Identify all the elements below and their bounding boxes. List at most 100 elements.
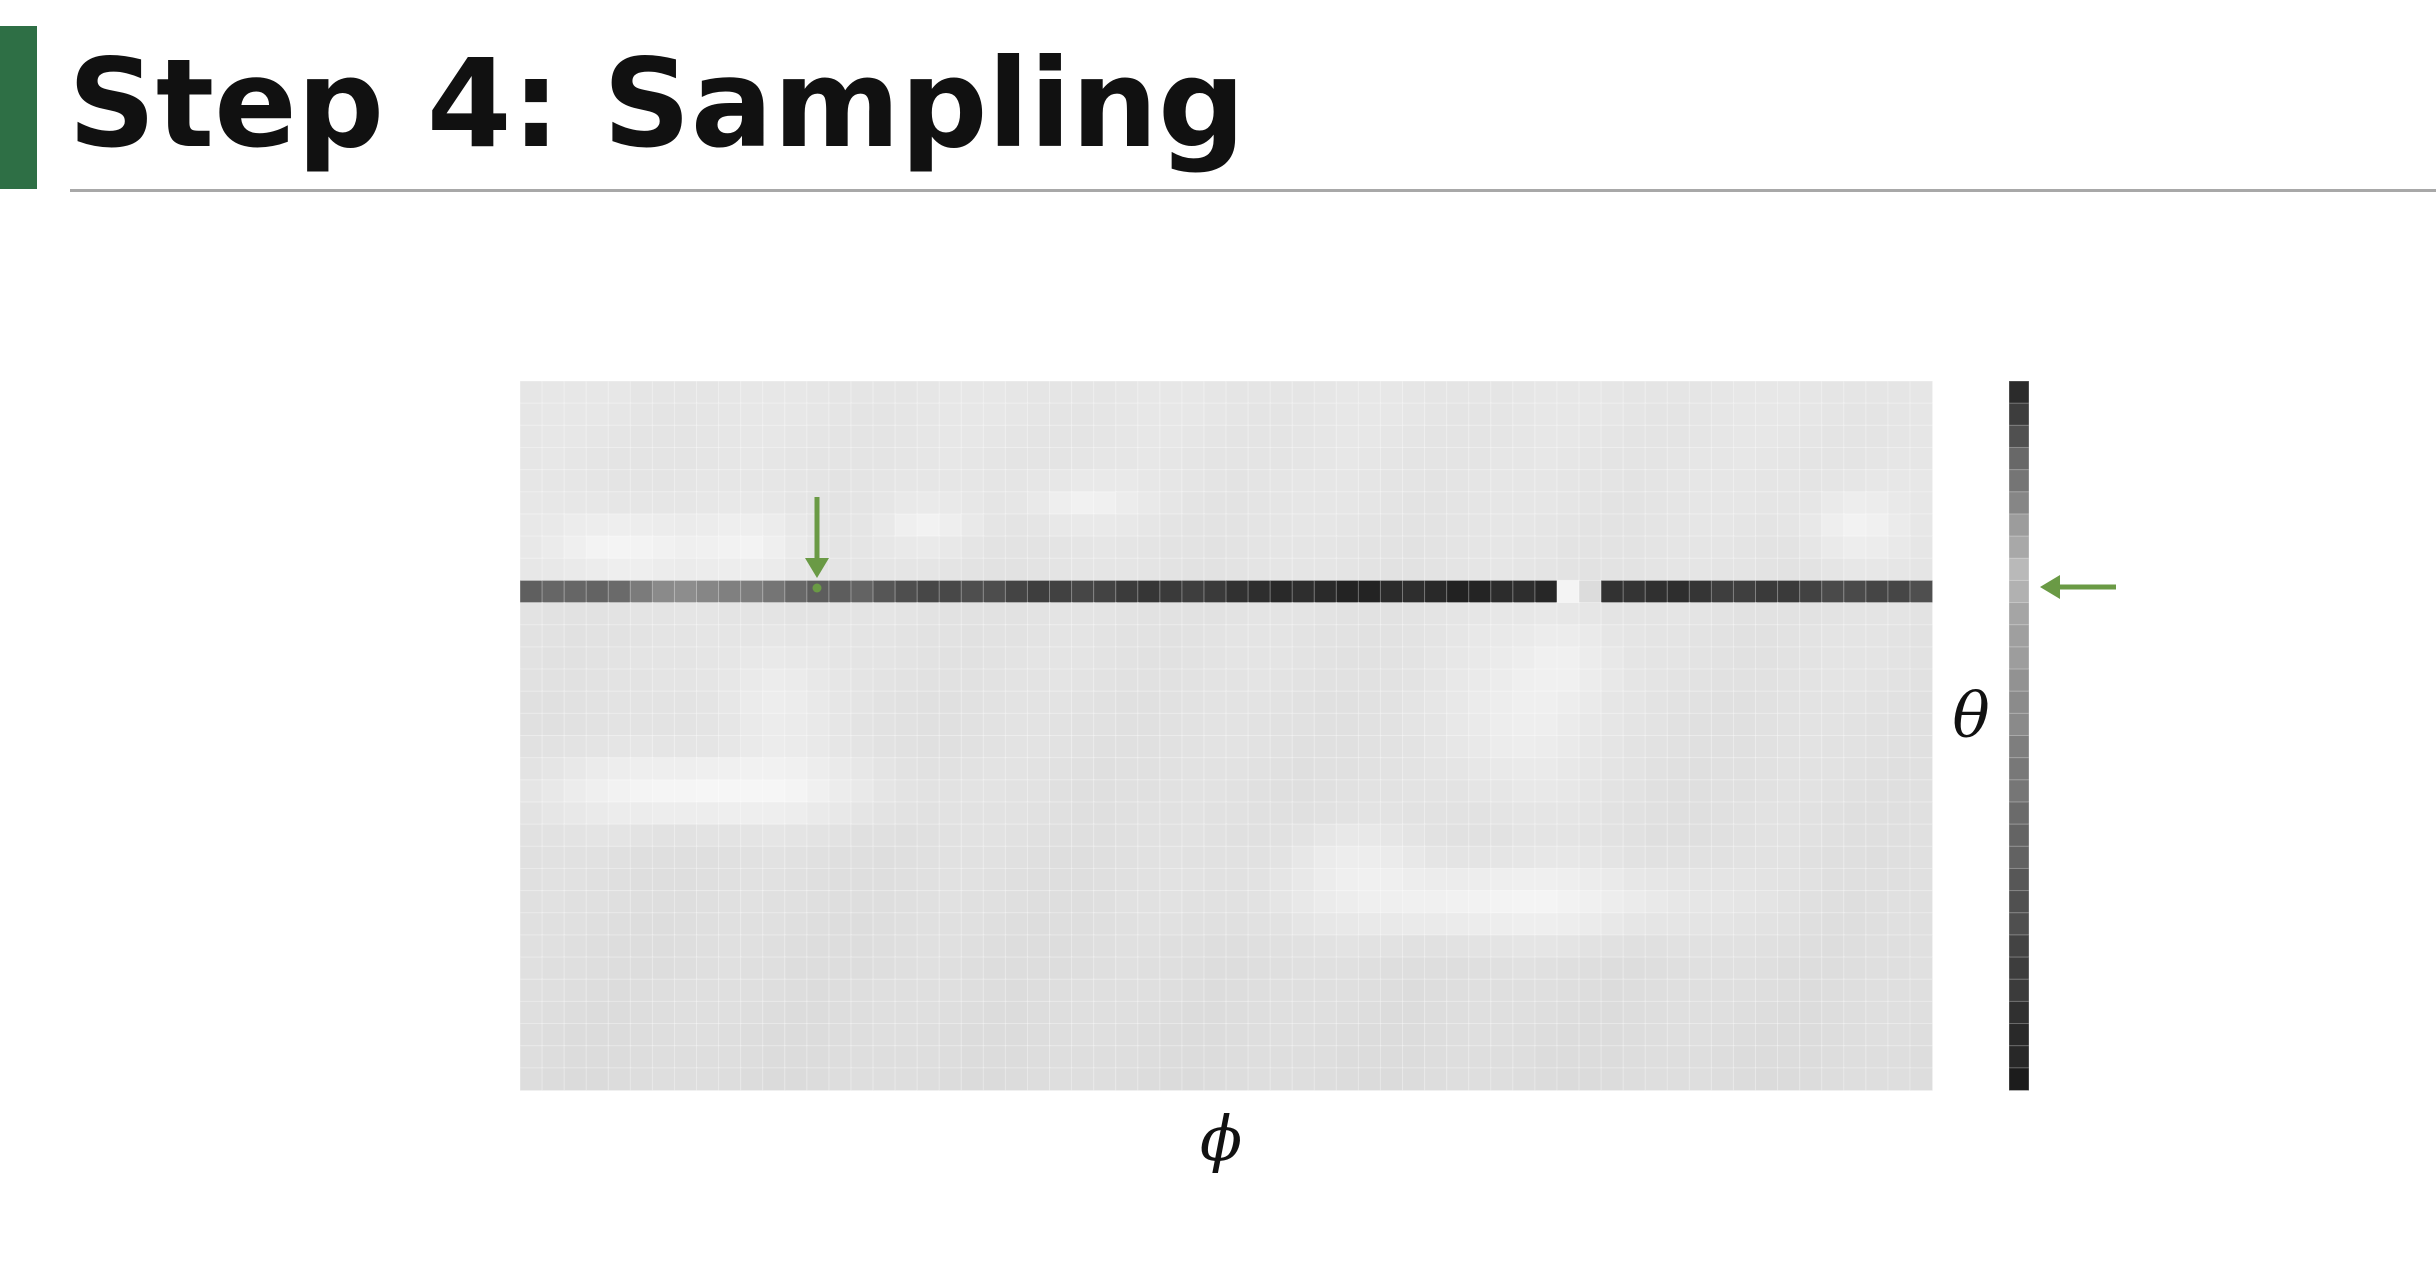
grid-cell [718,513,742,538]
grid-cell [1887,1023,1912,1047]
grid-cell [762,557,786,582]
grid-cell [1225,491,1250,516]
grid-cell [916,890,941,914]
grid-cell [1777,823,1801,848]
grid-cell [806,380,830,405]
grid-cell [1313,469,1338,493]
grid-cell [1578,535,1603,560]
grid-cell [1402,690,1426,715]
grid-cell [1247,424,1272,449]
grid-cell [673,1000,698,1025]
grid-cell [1732,845,1757,870]
grid-cell [673,956,698,981]
grid-cell [1093,624,1117,648]
grid-cell [1755,690,1779,715]
grid-cell [1688,1000,1713,1025]
grid-cell [1159,1023,1183,1047]
selected-row-cell [1335,579,1360,604]
grid-cell [1777,1023,1801,1047]
grid-cell [806,1067,830,1092]
grid-cell [607,690,632,715]
grid-cell [894,513,919,538]
grid-cell [1291,912,1316,937]
grid-cell [563,845,588,870]
grid-cell [960,668,985,693]
grid-cell [1644,956,1669,981]
grid-cell [673,978,698,1003]
grid-cell [1887,690,1912,715]
grid-cell [1688,624,1713,648]
grid-cell [784,712,808,737]
grid-cell [762,646,786,671]
grid-cell [1578,801,1603,826]
grid-cell [1622,1000,1647,1025]
grid-cell [1600,801,1625,826]
grid-cell [1115,380,1139,405]
grid-cell [1777,779,1801,804]
grid-cell [1291,735,1316,759]
grid-cell [1710,1000,1735,1025]
grid-cell [1821,380,1845,405]
grid-cell [718,867,742,892]
grid-cell [1313,779,1338,804]
grid-cell [1335,1045,1360,1069]
grid-cell [629,535,654,560]
grid-cell [982,491,1007,516]
grid-cell [1755,646,1779,671]
grid-cell [1379,557,1404,582]
grid-cell [1622,446,1647,471]
grid-cell [1688,912,1713,937]
grid-cell [1049,823,1073,848]
grid-cell [1755,535,1779,560]
selected-row-cell [1512,579,1536,604]
grid-cell [1843,668,1867,693]
grid-cell [1732,890,1757,914]
grid-cell [1159,823,1183,848]
grid-cell [1335,624,1360,648]
grid-cell [1424,646,1448,671]
grid-cell [1402,402,1426,427]
selected-row-cell [1710,579,1735,604]
grid-cell [1291,934,1316,959]
grid-cell [850,1000,875,1025]
grid-cell [1159,469,1183,493]
grid-cell [1688,801,1713,826]
grid-cell [1269,646,1294,671]
grid-cell [1137,469,1161,493]
grid-cell [607,934,632,959]
grid-cell [982,757,1007,781]
grid-cell [1115,402,1139,427]
grid-cell [1026,1000,1051,1025]
grid-cell [1137,491,1161,516]
grid-cell [1424,845,1448,870]
grid-cell [1578,735,1603,759]
grid-cell [850,1045,875,1069]
grid-cell [1181,491,1206,516]
grid-cell [1115,867,1139,892]
grid-cell [1115,823,1139,848]
grid-cell [1710,469,1735,493]
grid-cell [916,557,941,582]
grid-cell [872,491,897,516]
down-arrow-icon [805,558,829,578]
grid-cell [1578,890,1603,914]
grid-cell [894,845,919,870]
grid-cell [894,1067,919,1092]
grid-cell [938,1067,963,1092]
grid-cell [1468,380,1492,405]
grid-cell [938,978,963,1003]
grid-cell [828,402,853,427]
grid-cell [1269,1067,1294,1092]
grid-cell [563,424,588,449]
grid-cell [1622,912,1647,937]
grid-cell [585,1045,610,1069]
grid-cell [1159,779,1183,804]
grid-cell [1379,779,1404,804]
grid-cell [1424,424,1448,449]
grid-cell [1115,446,1139,471]
grid-cell [651,779,676,804]
grid-cell [1556,446,1581,471]
grid-cell [1402,801,1426,826]
grid-cell [673,469,698,493]
grid-cell [982,779,1007,804]
